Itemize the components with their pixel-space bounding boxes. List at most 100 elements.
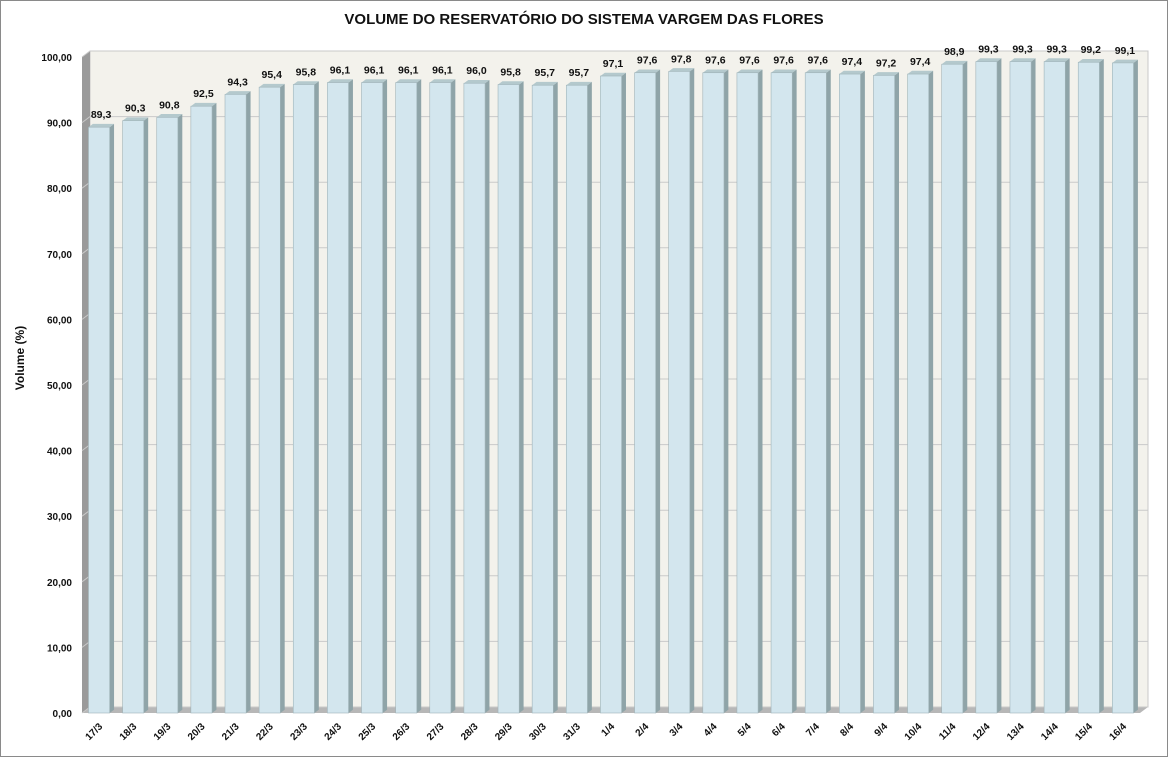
bar-top — [429, 79, 456, 83]
bar-top — [1009, 58, 1036, 62]
bar-side — [928, 70, 934, 714]
bar — [975, 58, 1002, 714]
bar-front — [736, 72, 759, 714]
x-tick-label: 25/3 — [357, 721, 379, 743]
bar-top — [395, 79, 422, 83]
bar-front — [941, 63, 964, 714]
bar — [122, 117, 149, 714]
bar — [1112, 59, 1138, 714]
bar — [190, 102, 217, 714]
x-tick-label: 23/3 — [288, 721, 310, 743]
data-label: 99,1 — [1115, 45, 1136, 57]
y-tick-label: 50,00 — [47, 381, 72, 392]
bar-front — [429, 82, 452, 714]
x-tick-label: 13/4 — [1005, 721, 1027, 743]
bar-front — [463, 82, 486, 714]
bar-side — [485, 79, 490, 713]
bar-top — [1112, 59, 1138, 63]
bar-front — [668, 71, 691, 714]
bar-front — [975, 61, 998, 714]
x-tick-label: 8/4 — [838, 721, 856, 739]
data-label: 96,1 — [432, 65, 453, 77]
bar-front — [839, 73, 861, 714]
data-label: 97,2 — [876, 57, 897, 69]
gridline — [81, 50, 1148, 58]
bar-series — [88, 58, 1138, 714]
bar-front — [1043, 61, 1066, 714]
data-label: 96,0 — [466, 65, 487, 77]
bar-top — [225, 91, 251, 95]
bar — [839, 70, 865, 714]
bar-top — [156, 114, 183, 118]
data-label: 97,6 — [705, 55, 726, 67]
bar — [600, 72, 626, 714]
bar-top — [907, 70, 934, 75]
bar-side — [758, 69, 763, 714]
bar — [565, 81, 592, 714]
bar-front — [531, 84, 554, 714]
x-tick-label: 1/4 — [600, 721, 618, 739]
data-label: 99,3 — [1012, 44, 1033, 56]
bar-side — [109, 123, 115, 714]
bar — [770, 69, 797, 714]
bar-top — [805, 69, 831, 73]
y-axis-ticks: 0,00 10,00 20,00 30,00 40,00 50,00 60,00 70,00 8… — [41, 53, 72, 720]
bar — [531, 81, 558, 714]
bar-side — [416, 79, 422, 713]
x-tick-label: 29/3 — [493, 721, 515, 743]
x-tick-label: 24/3 — [323, 721, 345, 743]
data-label: 97,6 — [808, 55, 829, 67]
bar-top — [259, 83, 285, 88]
bar-front — [873, 75, 895, 714]
data-label: 97,4 — [842, 56, 863, 68]
y-tick-label: 80,00 — [47, 184, 72, 195]
data-label: 99,3 — [978, 44, 999, 56]
data-label: 97,8 — [671, 53, 692, 65]
bar-side — [792, 69, 797, 714]
bar — [224, 91, 251, 714]
bar — [941, 60, 968, 714]
x-tick-label: 10/4 — [903, 721, 925, 743]
data-label: 95,7 — [535, 67, 556, 79]
x-tick-label: 20/3 — [186, 721, 208, 743]
x-tick-label: 15/4 — [1073, 721, 1095, 743]
y-tick-label: 40,00 — [47, 447, 72, 458]
data-label: 97,6 — [739, 55, 760, 67]
bar-side — [962, 60, 968, 713]
bar-side — [519, 81, 524, 713]
bar-side — [246, 91, 251, 714]
x-tick-label: 19/3 — [152, 721, 174, 743]
bar — [463, 79, 490, 714]
bar — [873, 72, 900, 714]
bar-front — [600, 75, 622, 714]
bar-front — [292, 84, 315, 714]
x-tick-label: 17/3 — [84, 721, 106, 743]
bar-side — [553, 81, 558, 713]
bar — [668, 68, 695, 714]
x-tick-label: 9/4 — [873, 721, 891, 739]
data-label: 96,1 — [364, 65, 385, 77]
bar-side — [212, 102, 217, 713]
bar-front — [156, 117, 179, 714]
bar-side — [143, 117, 149, 713]
bar — [395, 79, 422, 714]
data-label: 98,9 — [944, 46, 965, 58]
x-tick-label: 11/4 — [937, 721, 958, 742]
data-label: 95,8 — [500, 67, 521, 79]
data-label: 97,6 — [637, 55, 658, 67]
y-tick-label: 20,00 — [47, 578, 72, 589]
data-label: 99,3 — [1046, 44, 1067, 56]
bar-side — [382, 79, 388, 713]
y-tick-label: 30,00 — [47, 512, 72, 523]
bar — [258, 83, 285, 714]
bar-front — [497, 84, 520, 714]
bar — [327, 79, 353, 714]
bar-side — [587, 81, 592, 713]
x-tick-label: 18/3 — [118, 721, 140, 743]
x-tick-label: 26/3 — [391, 721, 413, 743]
x-tick-label: 31/3 — [561, 721, 583, 743]
bar-front — [1112, 62, 1134, 714]
x-tick-label: 5/4 — [736, 721, 754, 739]
bar-top — [122, 117, 149, 121]
